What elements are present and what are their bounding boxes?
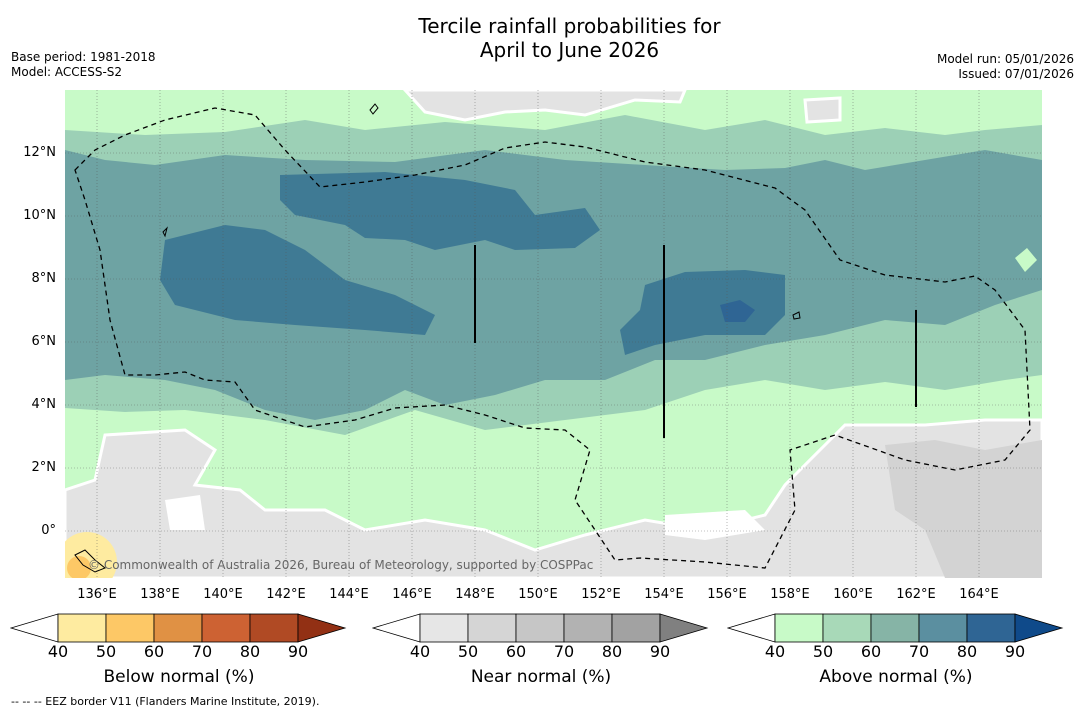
base-period: Base period: 1981-2018 xyxy=(11,50,156,64)
issued-date: Issued: 07/01/2026 xyxy=(958,67,1074,81)
cb-tick: 70 xyxy=(553,642,575,661)
colorbar-swatch xyxy=(57,613,107,643)
lon-label: 144°E xyxy=(329,587,369,602)
region-below-50 xyxy=(67,556,91,578)
colorbar-title-above: Above normal (%) xyxy=(819,667,973,687)
lat-label: 6°N xyxy=(31,334,57,349)
lon-label: 136°E xyxy=(77,587,117,602)
cb-tick: 40 xyxy=(47,642,69,661)
meridian-marks xyxy=(474,245,917,438)
cb-tick: 50 xyxy=(457,642,479,661)
title-line-2: April to June 2026 xyxy=(479,38,660,62)
colorbar-swatch xyxy=(201,613,251,643)
cb-tick: 70 xyxy=(908,642,930,661)
colorbar-near-normal xyxy=(372,613,709,643)
cb-tick: 80 xyxy=(239,642,261,661)
lon-label: 150°E xyxy=(518,587,558,602)
lon-label: 160°E xyxy=(833,587,873,602)
region-white-patch xyxy=(165,495,205,530)
lon-label: 148°E xyxy=(455,587,495,602)
colorbar-extend-high xyxy=(1014,613,1064,643)
region-above-70-east xyxy=(620,270,785,355)
lat-label: 2°N xyxy=(31,460,57,475)
lon-label: 138°E xyxy=(140,587,180,602)
model-name: Model: ACCESS-S2 xyxy=(11,65,123,79)
lat-label: 12°N xyxy=(23,145,56,160)
cb-tick: 90 xyxy=(287,642,309,661)
lon-label: 140°E xyxy=(203,587,243,602)
colorbar-swatch xyxy=(153,613,203,643)
colorbar-swatch xyxy=(515,613,565,643)
colorbar-extend-low xyxy=(372,613,421,643)
lat-label: 10°N xyxy=(23,208,56,223)
region-near-40-north xyxy=(402,90,687,122)
colorbar-extend-high xyxy=(297,613,347,643)
lon-label: 158°E xyxy=(770,587,810,602)
lon-label: 142°E xyxy=(266,587,306,602)
cb-tick: 90 xyxy=(1004,642,1026,661)
lon-label: 146°E xyxy=(392,587,432,602)
cb-tick: 80 xyxy=(601,642,623,661)
colorbar-below-normal xyxy=(10,613,347,643)
region-above-70-central xyxy=(160,225,435,335)
lon-label: 164°E xyxy=(959,587,999,602)
colorbar-swatch xyxy=(467,613,517,643)
colorbar-swatch xyxy=(822,613,872,643)
probability-map xyxy=(65,90,1042,578)
region-near-40-south xyxy=(65,418,1042,578)
cb-tick: 70 xyxy=(191,642,213,661)
cb-tick: 80 xyxy=(956,642,978,661)
colorbar-title-near: Near normal (%) xyxy=(470,667,612,687)
cb-tick: 60 xyxy=(505,642,527,661)
colorbar-swatch xyxy=(870,613,920,643)
colorbar-swatch xyxy=(105,613,155,643)
colorbar-title-below: Below normal (%) xyxy=(103,667,255,687)
colorbar-above-normal xyxy=(727,613,1064,643)
lon-label: 154°E xyxy=(644,587,684,602)
islands xyxy=(74,103,801,573)
colorbar-swatch xyxy=(563,613,613,643)
colorbar-extend-high xyxy=(659,613,709,643)
lon-label: 156°E xyxy=(707,587,747,602)
cb-tick: 40 xyxy=(764,642,786,661)
colorbar-swatch xyxy=(774,613,824,643)
lat-label: 0° xyxy=(41,523,56,538)
region-white-patch-2 xyxy=(665,510,765,540)
colorbar-swatch xyxy=(611,613,661,643)
lat-label: 4°N xyxy=(31,397,57,412)
region-above-70-west xyxy=(280,172,600,250)
model-info: Base period: 1981-2018 Model: ACCESS-S2 xyxy=(11,50,156,80)
colorbar-extend-low xyxy=(10,613,59,643)
island xyxy=(369,103,379,115)
region-near-40-northeast xyxy=(803,96,842,124)
colorbar-swatch xyxy=(966,613,1016,643)
cb-tick: 50 xyxy=(812,642,834,661)
graticule xyxy=(65,90,1042,578)
region-above-80 xyxy=(720,300,755,322)
colorbar-swatch xyxy=(419,613,469,643)
island xyxy=(162,226,168,238)
colorbar-swatch xyxy=(249,613,299,643)
copyright-notice: © Commonwealth of Australia 2026, Bureau… xyxy=(88,558,594,572)
map-title: Tercile rainfall probabilities for April… xyxy=(0,14,1085,62)
island xyxy=(74,549,106,573)
model-run-date: Model run: 05/01/2026 xyxy=(936,52,1074,66)
region-above-40-blob xyxy=(1015,248,1037,272)
eez-footnote: -- -- -- EEZ border V11 (Flanders Marine… xyxy=(11,695,320,708)
title-line-1: Tercile rainfall probabilities for xyxy=(418,14,721,38)
region-near-50-south xyxy=(885,440,1042,578)
run-info: Model run: 05/01/2026 Issued: 07/01/2026 xyxy=(937,52,1074,82)
island xyxy=(792,311,801,320)
cb-tick: 90 xyxy=(649,642,671,661)
cb-tick: 50 xyxy=(95,642,117,661)
colorbar-extend-low xyxy=(727,613,776,643)
lon-label: 152°E xyxy=(581,587,621,602)
eez-border xyxy=(74,107,1031,569)
lon-label: 162°E xyxy=(896,587,936,602)
cb-tick: 60 xyxy=(860,642,882,661)
cb-tick: 60 xyxy=(143,642,165,661)
cb-tick: 40 xyxy=(409,642,431,661)
colorbar-swatch xyxy=(918,613,968,643)
lat-label: 8°N xyxy=(31,271,57,286)
